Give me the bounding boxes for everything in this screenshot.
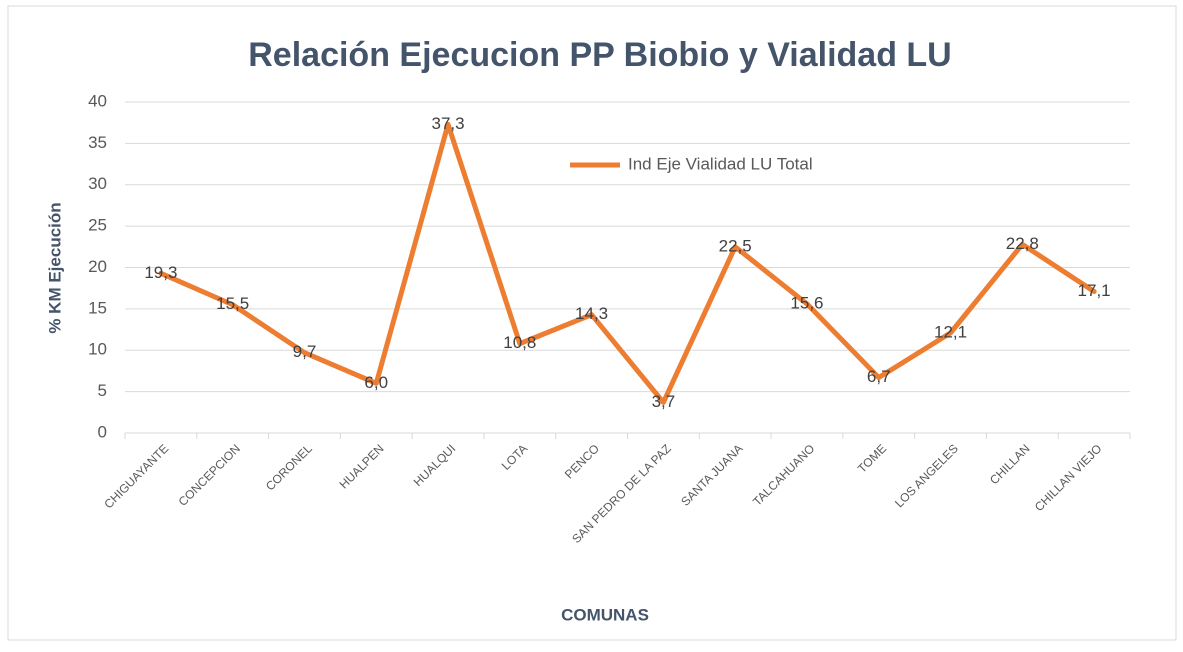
y-tick-label: 30 [88,174,107,193]
y-tick-label: 10 [88,340,107,359]
data-label: 9,7 [293,342,317,361]
data-label: 12,1 [934,322,967,341]
y-tick-label: 35 [88,133,107,152]
legend-label: Ind Eje Vialidad LU Total [628,154,813,173]
chart-border [7,5,1177,641]
data-label: 22,5 [719,236,752,255]
data-label: 19,3 [144,263,177,282]
data-label: 14,3 [575,304,608,323]
y-tick-label: 15 [88,298,107,317]
data-label: 37,3 [431,114,464,133]
data-label: 10,8 [503,333,536,352]
chart-title: Relación Ejecucion PP Biobio y Vialidad … [248,36,951,74]
data-label: 15,5 [216,294,249,313]
y-axis-label: % KM Ejecución [45,202,64,333]
data-label: 6,0 [364,373,388,392]
data-label: 6,7 [867,367,891,386]
y-tick-label: 20 [88,257,107,276]
data-label: 3,7 [652,392,676,411]
y-tick-label: 5 [98,381,107,400]
data-label: 22,8 [1006,234,1039,253]
data-label: 15,6 [790,293,823,312]
data-line [158,121,1097,405]
y-tick-label: 0 [98,422,107,441]
x-axis-label: COMUNAS [561,605,649,624]
data-label: 17,1 [1078,281,1111,300]
y-tick-label: 40 [88,91,107,110]
y-tick-label: 25 [88,216,107,235]
